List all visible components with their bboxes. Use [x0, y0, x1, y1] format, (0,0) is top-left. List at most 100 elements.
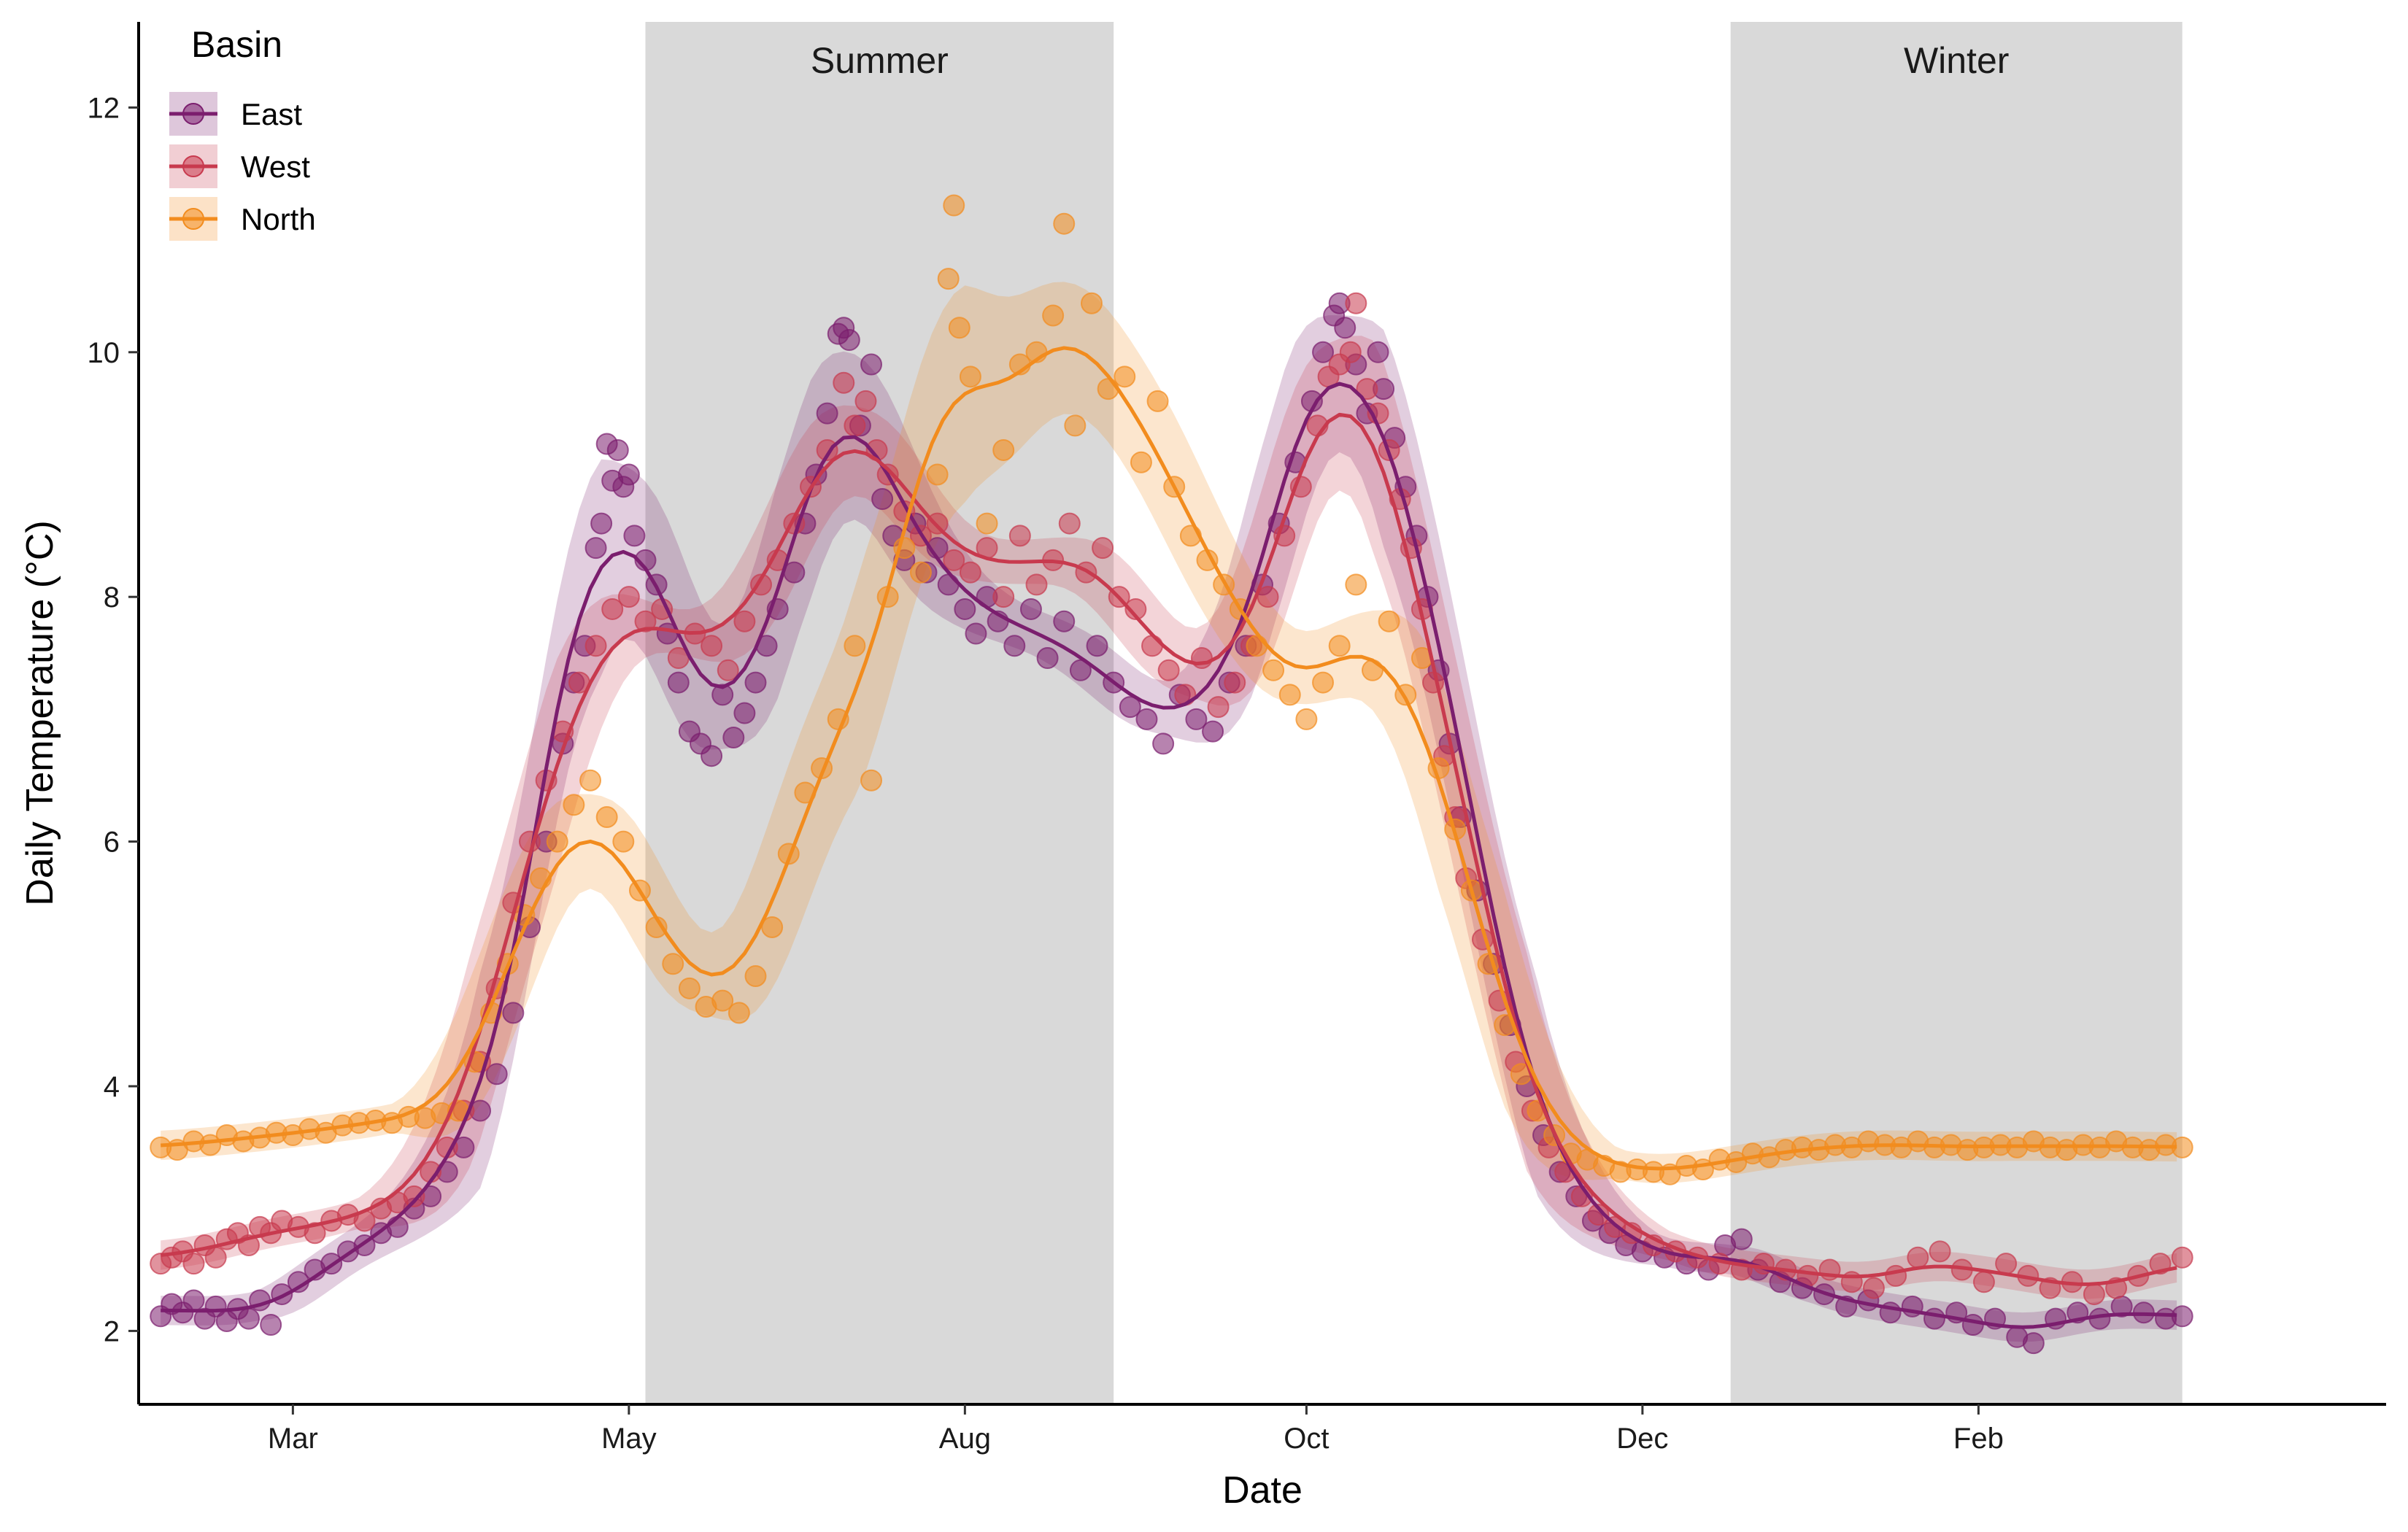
data-point-west: [1207, 696, 1230, 719]
data-point-north: [926, 463, 949, 486]
data-point-north: [1080, 292, 1103, 314]
data-point-east: [1152, 732, 1175, 755]
data-point-east: [182, 1289, 205, 1312]
data-point-east: [386, 1215, 409, 1238]
data-point-west: [1587, 1204, 1610, 1226]
trend-line-north: [161, 346, 2177, 1171]
data-point-east: [1135, 708, 1158, 730]
legend-item-east: East: [169, 92, 302, 136]
data-point-north: [1053, 212, 1076, 235]
data-point-north: [959, 365, 981, 388]
legend: Basin East West North: [169, 24, 316, 241]
data-point-north: [976, 512, 998, 535]
data-point-east: [937, 573, 960, 596]
data-point-west: [1345, 292, 1367, 314]
data-point-west: [1124, 597, 1147, 620]
y-tick-label: 10: [88, 337, 120, 369]
data-point-east: [2022, 1332, 2045, 1355]
data-point-north: [761, 916, 784, 938]
data-point-east: [744, 671, 767, 694]
data-point-north: [711, 989, 734, 1012]
data-point-west: [601, 597, 624, 620]
data-point-north: [546, 830, 568, 853]
data-point-east: [617, 463, 640, 486]
legend-title: Basin: [191, 24, 282, 65]
data-point-north: [1064, 414, 1087, 437]
x-tick-label: Aug: [939, 1423, 991, 1455]
data-point-east: [1019, 597, 1042, 620]
legend-key-point: [182, 208, 204, 230]
data-point-north: [1042, 304, 1065, 327]
data-point-east: [584, 537, 607, 560]
data-point-east: [1923, 1307, 1945, 1330]
season-band-winter: [1730, 22, 2183, 1404]
data-point-north: [937, 268, 960, 290]
data-point-north: [1328, 635, 1351, 657]
data-point-east: [722, 727, 745, 749]
data-point-north: [579, 769, 602, 792]
data-point-east: [711, 684, 734, 706]
data-point-east: [1202, 720, 1224, 743]
data-point-west: [1174, 684, 1197, 706]
data-point-west: [1339, 341, 1362, 363]
trend-line-east: [161, 382, 2177, 1329]
data-point-west: [833, 371, 855, 394]
data-point-west: [304, 1222, 326, 1245]
data-point-north: [1146, 390, 1169, 412]
data-point-west: [584, 635, 607, 657]
data-point-north: [1378, 610, 1400, 632]
data-point-north: [860, 769, 883, 792]
data-point-west: [992, 586, 1015, 608]
data-point-east: [590, 512, 613, 535]
x-tick-label: Feb: [1953, 1423, 2004, 1455]
data-point-north: [563, 794, 585, 816]
data-point-north: [909, 561, 932, 584]
x-tick-label: Dec: [1616, 1423, 1668, 1455]
data-point-west: [844, 414, 866, 437]
data-point-east: [1036, 647, 1059, 670]
data-point-west: [617, 586, 640, 608]
legend-key-point: [182, 103, 204, 125]
data-point-west: [2083, 1283, 2105, 1306]
data-point-east: [1730, 1228, 1753, 1250]
data-point-north: [1361, 659, 1384, 681]
data-point-east: [623, 525, 646, 547]
data-point-north: [943, 194, 965, 217]
y-tick-label: 12: [88, 92, 120, 124]
data-point-west: [1025, 573, 1048, 596]
data-point-west: [1008, 525, 1031, 547]
data-point-north: [728, 1002, 750, 1024]
x-tick-label: Mar: [268, 1423, 318, 1455]
data-point-west: [403, 1185, 425, 1207]
season-label: Summer: [811, 40, 949, 81]
data-point-north: [1278, 684, 1301, 706]
data-point-east: [1312, 341, 1335, 363]
data-point-north: [948, 317, 970, 339]
y-tick-label: 8: [104, 581, 120, 614]
confidence-band-west: [161, 336, 2177, 1299]
y-tick-label: 2: [104, 1315, 120, 1347]
data-point-east: [1086, 635, 1108, 657]
legend-label: East: [241, 97, 302, 131]
trend-lines: [160, 346, 2177, 1329]
season-label: Winter: [1904, 40, 2009, 81]
data-point-east: [667, 671, 690, 694]
data-point-west: [2171, 1246, 2193, 1269]
data-point-east: [838, 329, 860, 352]
data-point-north: [612, 830, 635, 853]
legend-item-west: West: [169, 144, 310, 188]
legend-label: West: [241, 150, 310, 184]
data-point-west: [1929, 1240, 1951, 1263]
data-point-west: [854, 390, 877, 412]
confidence-band-east: [161, 315, 2177, 1342]
data-point-north: [1114, 365, 1136, 388]
y-tick-label: 4: [104, 1071, 120, 1103]
data-point-west: [1995, 1253, 2018, 1275]
data-point-north: [992, 438, 1015, 461]
data-point-east: [701, 745, 723, 767]
data-point-west: [1157, 659, 1180, 681]
y-tick-label: 6: [104, 827, 120, 859]
data-point-east: [502, 1002, 525, 1024]
data-point-west: [701, 635, 723, 657]
